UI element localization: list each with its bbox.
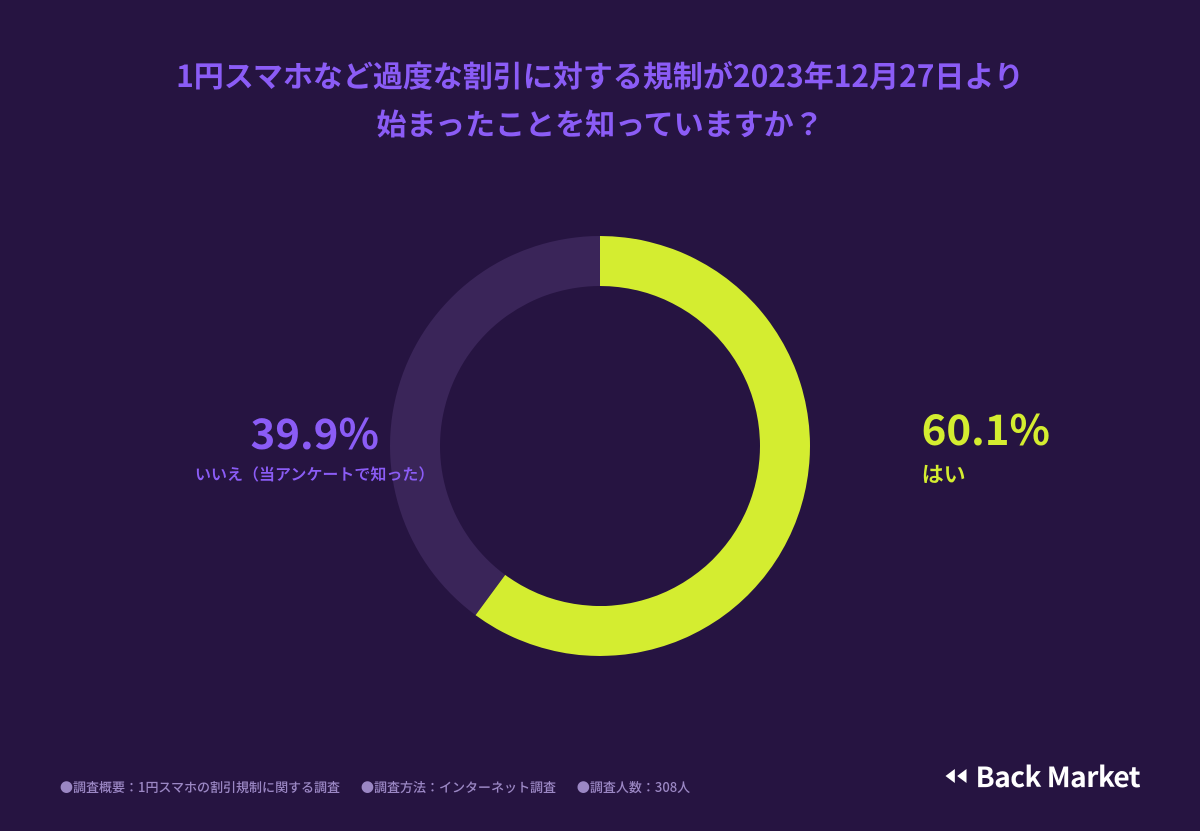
segment-name-yes: はい (922, 457, 1050, 489)
segment-pct-no: 39.9% (195, 407, 434, 457)
brand-logo: Back Market (942, 756, 1140, 796)
infographic-container: 1円スマホなど過度な割引に対する規制が2023年12月27日より 始まったことを… (0, 0, 1200, 831)
chart-title: 1円スマホなど過度な割引に対する規制が2023年12月27日より 始まったことを… (60, 50, 1140, 146)
title-line-2: 始まったことを知っていますか？ (376, 100, 823, 144)
brand-name: Back Market (976, 756, 1140, 796)
chart-area: 39.9% いいえ（当アンケートで知った） 60.1% はい (60, 176, 1140, 716)
donut-chart (365, 211, 835, 681)
segment-label-no: 39.9% いいえ（当アンケートで知った） (195, 407, 434, 485)
segment-label-yes: 60.1% はい (922, 403, 1050, 489)
footnote-2: ●調査方法：インターネット調査 (361, 777, 556, 796)
brand-rewind-icon (942, 762, 970, 790)
footer: ●調査概要：1円スマホの割引規制に関する調査 ●調査方法：インターネット調査 ●… (60, 756, 1140, 796)
footnote-3: ●調査人数：308人 (577, 777, 690, 796)
footnote-1: ●調査概要：1円スマホの割引規制に関する調査 (60, 777, 340, 796)
segment-name-no: いいえ（当アンケートで知った） (195, 461, 434, 485)
footnotes: ●調査概要：1円スマホの割引規制に関する調査 ●調査方法：インターネット調査 ●… (60, 777, 708, 796)
segment-pct-yes: 60.1% (922, 403, 1050, 453)
title-line-1: 1円スマホなど過度な割引に対する規制が2023年12月27日より (176, 52, 1024, 96)
